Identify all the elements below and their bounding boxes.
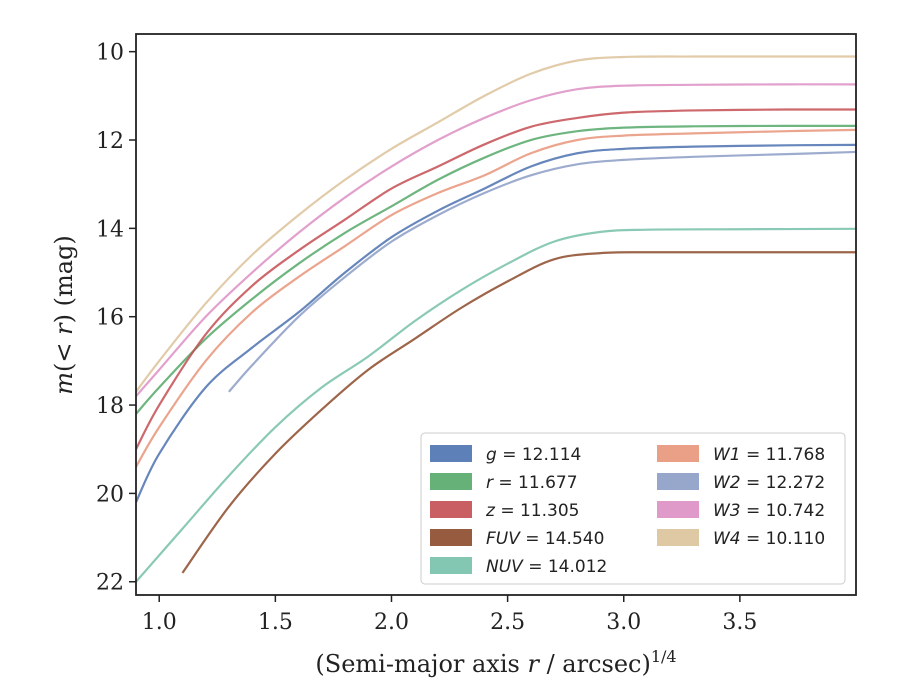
legend: g = 12.114 r = 11.677 z = 11.305 FUV = 14.5… [420,432,846,585]
legend-label-w1: W1 = 11.768 [713,445,825,465]
plot-frame [135,33,857,596]
legend-swatch-r [430,473,472,490]
series-line-r [136,124,856,415]
legend-label-nuv: NUV = 14.012 [486,557,607,577]
y-tick-label: 20 [96,482,124,507]
legend-label-g: g = 12.114 [486,445,581,465]
x-axis-label: (Semi-major axis r / arcsec)1/4 [315,647,676,678]
x-axis: 1.0 1.5 2.0 2.5 3.0 3.5 [142,595,757,635]
x-tick-label: 3.5 [722,610,757,635]
series-line-z [136,108,856,450]
series-line-w4 [136,55,856,393]
x-tick-label: 2.5 [490,610,525,635]
series-line-w1 [136,128,856,468]
legend-frame [420,432,846,585]
x-tick-label: 1.0 [142,610,177,635]
legend-label-w3: W3 = 10.742 [713,501,825,521]
y-axis: 10 12 14 16 18 20 22 [96,41,136,596]
legend-label-z: z = 11.305 [485,501,579,521]
legend-swatch-nuv [430,557,472,574]
legend-swatch-w4 [657,529,699,546]
y-tick-label: 12 [96,129,124,154]
legend-swatch-fuv [430,529,472,546]
legend-label-w2: W2 = 12.272 [713,473,825,493]
series-line-w2 [228,150,856,393]
x-tick-label: 2.0 [374,610,409,635]
y-tick-label: 14 [96,217,124,242]
y-tick-label: 22 [96,571,124,596]
legend-swatch-w3 [657,501,699,518]
series-line-fuv [181,251,856,574]
legend-swatch-z [430,501,472,518]
series-line-w3 [136,83,856,397]
x-tick-label: 3.0 [606,610,641,635]
legend-label-fuv: FUV = 14.540 [486,529,604,549]
x-tick-label: 1.5 [258,610,293,635]
y-tick-label: 18 [96,394,124,419]
legend-label-r: r = 11.677 [486,473,578,493]
y-axis-label: m(< r) (mag) [50,235,78,395]
y-tick-label: 10 [96,41,124,66]
legend-swatch-w2 [657,473,699,490]
legend-swatch-w1 [657,445,699,462]
legend-label-w4: W4 = 10.110 [713,529,825,549]
series-line-g [136,143,856,503]
series-line-nuv [136,227,856,583]
legend-swatch-g [430,445,472,462]
y-tick-label: 16 [96,306,124,331]
series-layer [136,55,856,583]
